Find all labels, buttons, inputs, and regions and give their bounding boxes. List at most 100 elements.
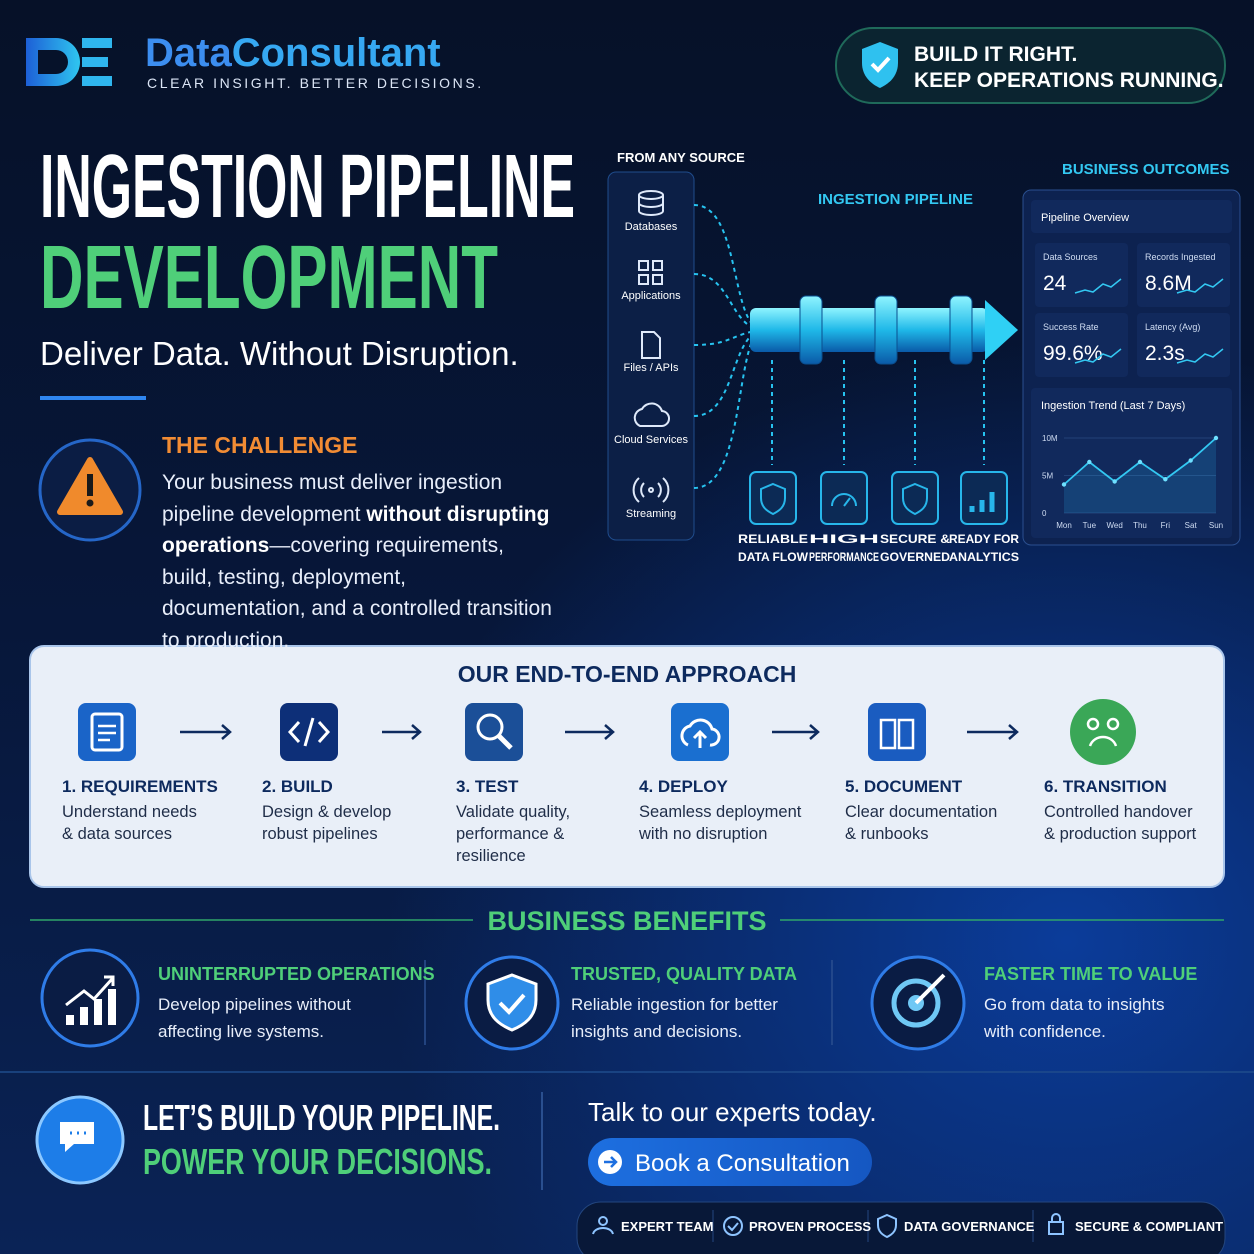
step-description: robust pipelines	[262, 825, 378, 843]
text: —covering requirements, build, testing, …	[162, 534, 552, 652]
step-description: Seamless deployment	[639, 803, 802, 821]
benefit-description: with confidence.	[983, 1022, 1106, 1041]
button-label: Book a Consultation	[635, 1150, 850, 1177]
source-label: Databases	[625, 221, 678, 233]
kpi-value: 99.6%	[1043, 342, 1103, 365]
trend-point	[1213, 435, 1219, 441]
step-description: & production support	[1044, 825, 1197, 843]
trend-point	[1137, 459, 1143, 465]
sparkline	[1074, 278, 1122, 294]
feature-label: DATA FLOW	[738, 550, 809, 564]
trend-point	[1061, 482, 1067, 487]
challenge-text: Your business must deliver ingestion pip…	[162, 467, 554, 656]
step-description: with no disruption	[638, 825, 767, 843]
cta-prompt: Talk to our experts today.	[588, 1097, 877, 1127]
title: DEVELOPMENT	[40, 228, 498, 328]
step-description: performance &	[456, 825, 564, 843]
trend-area	[1064, 438, 1216, 513]
x-tick-label: Thu	[1133, 521, 1147, 530]
step-title: 6. TRANSITION	[1044, 777, 1167, 796]
badge-dividers	[712, 1210, 1034, 1242]
challenge-heading: THE CHALLENGE	[162, 432, 358, 458]
bold-text: without disrupting operations	[162, 502, 550, 558]
cta-headline: POWER YOUR DECISIONS.	[143, 1141, 492, 1182]
source-label: Cloud Services	[614, 434, 688, 446]
sparkline	[1176, 348, 1224, 364]
step-description: resilience	[456, 847, 526, 865]
sources-panel	[607, 171, 695, 541]
source-label: Files / APIs	[623, 362, 679, 374]
pipeline-label: INGESTION PIPELINE	[818, 191, 973, 208]
sources-heading: FROM ANY SOURCE	[617, 150, 745, 165]
feature-label: HIGH	[809, 532, 879, 546]
trust-badge: DATA GOVERNANCE	[904, 1219, 1035, 1234]
benefit-description: affecting live systems.	[158, 1022, 324, 1041]
benefit-title: UNINTERRUPTED OPERATIONS	[158, 964, 435, 984]
step-icons	[78, 699, 1136, 765]
book-button[interactable]: Book a Consultation	[588, 1138, 872, 1186]
feature-label: READY FOR	[949, 532, 1019, 546]
sparkline	[1176, 278, 1224, 294]
generated-text: Databases Applications Files / APIs Cloud S…	[62, 221, 1230, 1234]
tagline: CLEAR INSIGHT. BETTER DECISIONS.	[147, 75, 484, 91]
benefit-icons	[40, 948, 966, 1051]
feature-label: GOVERNED	[880, 550, 950, 564]
badge-icons	[592, 1213, 1064, 1239]
step-description: Design & develop	[262, 803, 391, 821]
feature-label: ANALYTICS	[949, 550, 1019, 564]
source-icons	[632, 190, 670, 503]
kpi-value: 8.6M	[1145, 272, 1192, 295]
approach-title: OUR END-TO-END APPROACH	[458, 661, 797, 687]
kpi-card	[1137, 313, 1230, 377]
trend-card	[1031, 388, 1232, 538]
feature-icons	[749, 471, 1008, 525]
logo-mark	[26, 38, 112, 86]
step-title: 1. REQUIREMENTS	[62, 777, 218, 796]
x-tick-label: Sun	[1209, 521, 1223, 530]
step-description: Validate quality,	[456, 803, 570, 821]
trust-badge: SECURE & COMPLIANT	[1075, 1219, 1223, 1234]
kpi-label: Success Rate	[1043, 322, 1099, 332]
overview-header	[1031, 200, 1232, 233]
source-label: Streaming	[626, 508, 676, 520]
trend-title: Ingestion Trend (Last 7 Days)	[1041, 400, 1185, 412]
step-arrows	[180, 724, 1019, 740]
benefits-title: BUSINESS BENEFITS	[487, 906, 766, 936]
badge-bar	[576, 1201, 1226, 1254]
y-tick-label: 0	[1042, 509, 1047, 518]
step-title: 4. DEPLOY	[639, 777, 728, 796]
sparkline	[1074, 348, 1122, 364]
feature-label: RELIABLE	[738, 532, 808, 546]
benefit-description: Go from data to insights	[984, 995, 1164, 1014]
x-tick-label: Sat	[1185, 521, 1198, 530]
kpi-label: Latency (Avg)	[1145, 322, 1200, 332]
badge-line: BUILD IT RIGHT.	[914, 43, 1077, 66]
trust-badge: EXPERT TEAM	[621, 1219, 713, 1234]
trend-point	[1163, 477, 1168, 482]
panel-title: Pipeline Overview	[1041, 212, 1129, 224]
step-description: Controlled handover	[1044, 803, 1193, 821]
kpi-value: 2.3s	[1145, 342, 1185, 365]
step-description: Clear documentation	[845, 803, 997, 821]
step-title: 2. BUILD	[262, 777, 333, 796]
underline	[40, 396, 146, 400]
feature-label: SECURE &	[880, 532, 950, 546]
button-art: Book a Consultation	[598, 1150, 850, 1177]
benefit-title: FASTER TIME TO VALUE	[984, 964, 1197, 984]
x-tick-label: Tue	[1083, 521, 1097, 530]
x-tick-label: Fri	[1161, 521, 1171, 530]
benefit-description: Reliable ingestion for better	[571, 995, 778, 1014]
title: INGESTION PIPELINE	[40, 137, 575, 237]
brand: DataConsultant	[145, 31, 441, 75]
badge-line: KEEP OPERATIONS RUNNING.	[914, 69, 1224, 92]
benefit-title: TRUSTED, QUALITY DATA	[571, 964, 797, 984]
kpi-card	[1035, 313, 1128, 377]
kpi-card	[1035, 243, 1128, 307]
benefit-description: insights and decisions.	[571, 1022, 742, 1041]
trend-point	[1188, 458, 1193, 463]
kpi-card	[1137, 243, 1230, 307]
text: Your business must deliver ingestion pip…	[162, 471, 503, 526]
outcomes-heading: BUSINESS OUTCOMES	[1062, 161, 1230, 178]
kpi-value: 24	[1043, 272, 1067, 295]
